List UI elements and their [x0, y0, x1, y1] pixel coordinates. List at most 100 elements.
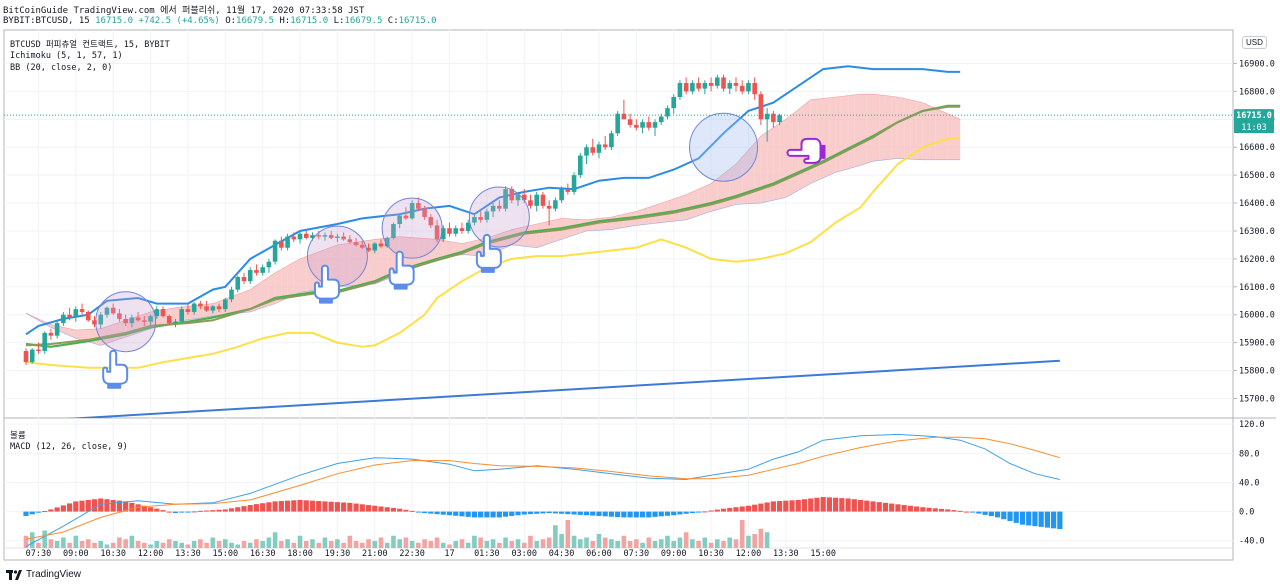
macd-histogram-bar [228, 508, 235, 512]
candle-body [123, 318, 128, 324]
tradingview-logo[interactable]: TradingView [6, 569, 81, 580]
macd-histogram-bar [683, 511, 689, 514]
time-axis-label: 10:30 [698, 549, 724, 559]
candle-body [29, 349, 35, 363]
price-axis-label: 16300.0 [1239, 227, 1275, 237]
macd-histogram-bar [353, 503, 359, 512]
ichimoku-cloud-segment [331, 244, 338, 288]
candle-body [23, 351, 29, 363]
ichimoku-cloud-segment [704, 183, 712, 214]
volume-bar [272, 532, 278, 548]
macd-histogram-bar [696, 511, 702, 513]
macd-histogram-bar [914, 506, 920, 512]
legend-macd[interactable]: MACD (12, 26, close, 9) [10, 442, 128, 452]
macd-histogram-bar [627, 511, 633, 518]
candle-body [490, 205, 496, 212]
candle-body [459, 228, 465, 231]
ichimoku-cloud-segment [904, 98, 911, 160]
candle-body [571, 175, 577, 192]
candle-body [117, 313, 122, 319]
macd-histogram-bar [341, 502, 347, 512]
volume-bar [708, 542, 714, 548]
candle-body [142, 320, 147, 322]
macd-histogram-bar [895, 504, 901, 512]
volume-bar [85, 539, 91, 548]
publish-info: BitCoinGuide TradingView.com 에서 퍼블리쉬, 11… [3, 6, 365, 16]
volume-bar [640, 542, 645, 548]
candle-body [465, 222, 471, 231]
volume-bar [266, 537, 272, 548]
price-axis-label: 15900.0 [1239, 339, 1275, 349]
volume-bar [409, 541, 415, 548]
legend-ichimoku[interactable]: Ichimoku (5, 1, 57, 1) [10, 51, 123, 61]
macd-histogram-bar [783, 500, 789, 512]
volume-bar [440, 542, 446, 548]
price-axis-label: 16800.0 [1239, 87, 1275, 97]
macd-histogram-bar [702, 511, 708, 513]
volume-bar [191, 541, 197, 548]
volume-bar [478, 537, 483, 548]
signal-line [25, 436, 1060, 540]
legend-volume[interactable]: 볼륨 [10, 431, 26, 441]
annotation-circle [468, 186, 530, 248]
candle-body [61, 314, 66, 324]
macd-histogram-bar [646, 511, 652, 518]
macd-histogram-bar [876, 502, 882, 512]
ichimoku-cloud-segment [243, 289, 251, 313]
macd-histogram-bar [901, 505, 907, 512]
volume-bar [752, 534, 757, 548]
candle-body [360, 244, 365, 248]
volume-bar [428, 541, 434, 548]
macd-histogram-bar [1038, 511, 1044, 527]
candle-body [746, 83, 751, 92]
candle-body [335, 236, 340, 238]
macd-histogram-bar [1032, 511, 1038, 527]
pointing-hand-icon [102, 349, 129, 389]
volume-bar [210, 537, 216, 548]
currency-button[interactable]: USD [1242, 36, 1267, 49]
volume-bar [465, 542, 471, 548]
macd-histogram-bar [565, 511, 571, 515]
ichimoku-cloud-segment [779, 119, 786, 199]
legend-symbol[interactable]: BTCUSD 퍼피츄얼 컨트랙트, 15, BYBIT [10, 40, 170, 50]
candle-body [110, 307, 116, 314]
volume-bar [378, 537, 384, 548]
last-price-tag-countdown: 11:03 [1241, 123, 1267, 133]
volume-bar [316, 542, 322, 548]
candle-body [179, 309, 184, 322]
volume-bar [503, 537, 508, 548]
ichimoku-cloud-segment [679, 194, 687, 221]
trendline [65, 359, 1060, 418]
ichimoku-cloud-segment [941, 110, 948, 160]
volume-bar [671, 541, 677, 548]
ohlc-header: BYBIT:BTCUSD, 15 16715.0 +742.5 (+4.65%)… [3, 16, 437, 26]
macd-histogram-bar [833, 497, 839, 512]
candle-body [777, 115, 782, 123]
macd-histogram-bar [988, 511, 994, 517]
candle-body [222, 299, 228, 310]
ichimoku-cloud-segment [549, 219, 556, 244]
volume-bar [104, 544, 110, 548]
price-change: +742.5 (+4.65%) [138, 16, 220, 26]
macd-histogram-bar [920, 507, 926, 512]
macd-histogram-bar [185, 511, 191, 513]
macd-histogram-bar [951, 510, 957, 512]
candle-body [235, 277, 241, 290]
candle-body [98, 314, 104, 325]
bb-basis-line [25, 105, 961, 347]
macd-histogram-bar [870, 501, 876, 512]
candle-body [658, 116, 664, 123]
high-label: H: [279, 16, 291, 26]
ichimoku-cloud-segment [760, 131, 768, 204]
volume-bar [372, 541, 378, 548]
macd-histogram-bar [359, 504, 365, 512]
candle-body [198, 303, 203, 307]
volume-bar [23, 535, 29, 548]
candle-body [515, 194, 521, 201]
candle-body [652, 122, 658, 128]
volume-bar [235, 544, 241, 548]
legend-bb[interactable]: BB (20, close, 2, 0) [10, 63, 113, 73]
ichimoku-cloud-segment [82, 329, 89, 342]
ichimoku-cloud-segment [735, 157, 743, 205]
